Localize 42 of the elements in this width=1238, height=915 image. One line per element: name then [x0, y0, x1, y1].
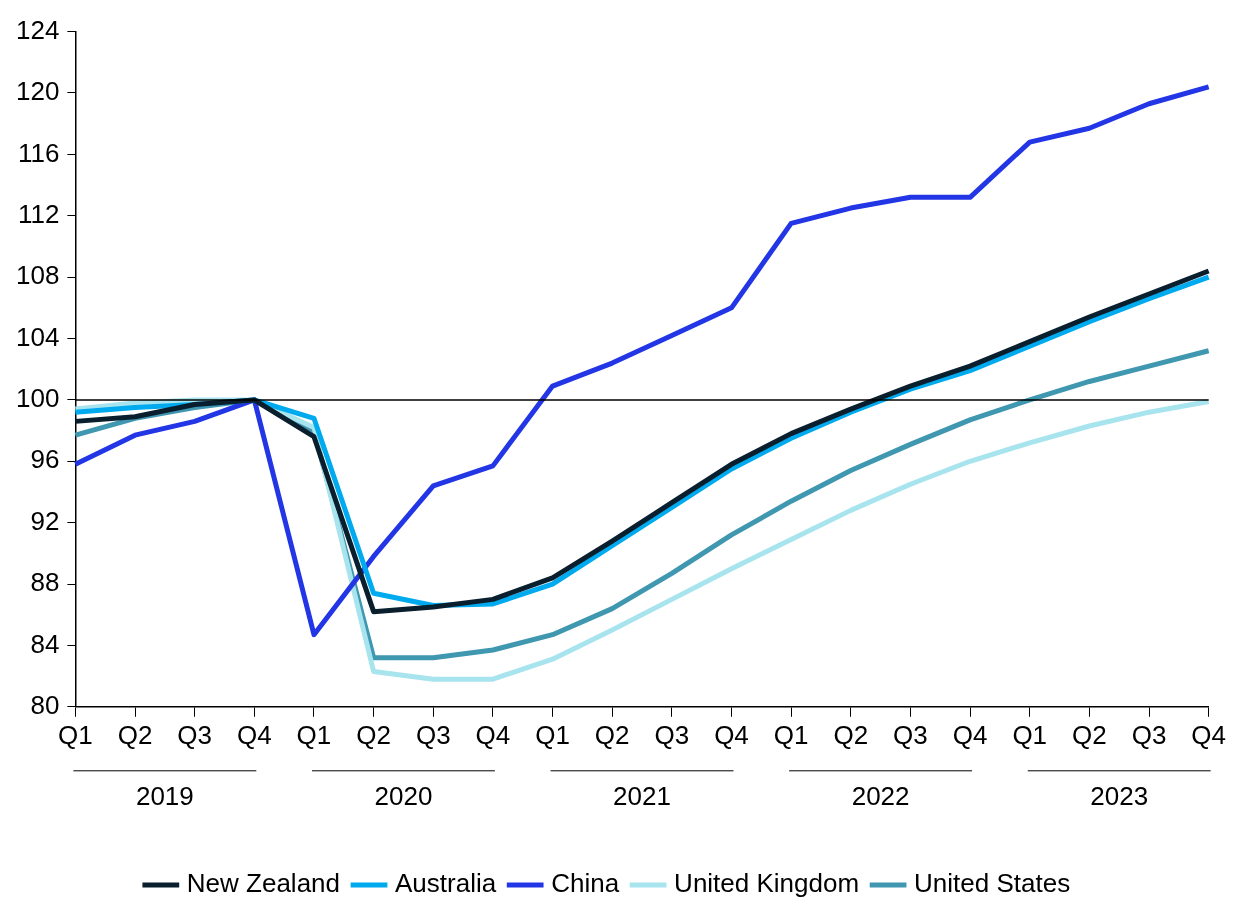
x-tick-label: Q1 [1012, 719, 1048, 750]
y-tick-label: 120 [15, 76, 60, 107]
legend-label: New Zealand [186, 868, 341, 899]
x-tick-label: Q3 [654, 719, 690, 750]
x-tick-label: Q4 [236, 719, 272, 750]
y-tick-label: 92 [30, 505, 60, 536]
legend-label: United States [914, 868, 1071, 899]
x-tick-label: Q3 [893, 719, 928, 750]
x-tick-label: Q3 [1131, 719, 1167, 750]
text: 2022 [851, 780, 910, 811]
x-tick-label: Q3 [177, 719, 213, 750]
x-tick-label: Q4 [952, 719, 988, 750]
y-tick-label: 80 [30, 689, 60, 720]
y-tick-label: 84 [30, 628, 60, 659]
x-tick-label: Q1 [296, 719, 332, 750]
text: 2019 [135, 780, 194, 811]
text: 2021 [613, 780, 671, 811]
y-tick-label: 100 [15, 383, 60, 414]
x-tick-label: Q3 [415, 719, 451, 750]
y-tick-label: 96 [30, 444, 60, 475]
x-tick-label: Q2 [594, 719, 630, 750]
y-tick-label: 112 [17, 198, 60, 229]
x-tick-label: Q1 [773, 719, 809, 750]
y-tick-label: 108 [15, 260, 60, 291]
x-tick-label: Q2 [1072, 719, 1107, 750]
y-tick-label: 88 [30, 567, 60, 598]
y-tick-label: 104 [15, 321, 60, 352]
legend-label: China [551, 868, 620, 899]
text: 2023 [1090, 780, 1149, 811]
text: 2020 [374, 780, 433, 811]
legend-label: United Kingdom [674, 868, 860, 899]
y-tick-label: 116 [17, 137, 60, 168]
legend-label: Australia [395, 868, 497, 899]
x-tick-label: Q2 [356, 719, 391, 750]
x-tick-label: Q4 [475, 719, 511, 750]
x-tick-label: Q2 [833, 719, 869, 750]
x-tick-label: Q4 [714, 719, 749, 750]
x-tick-label: Q1 [535, 719, 570, 750]
x-tick-label: Q4 [1191, 719, 1226, 750]
x-tick-label: Q1 [58, 719, 93, 750]
y-tick-label: 124 [15, 14, 60, 45]
x-tick-label: Q2 [117, 719, 153, 750]
